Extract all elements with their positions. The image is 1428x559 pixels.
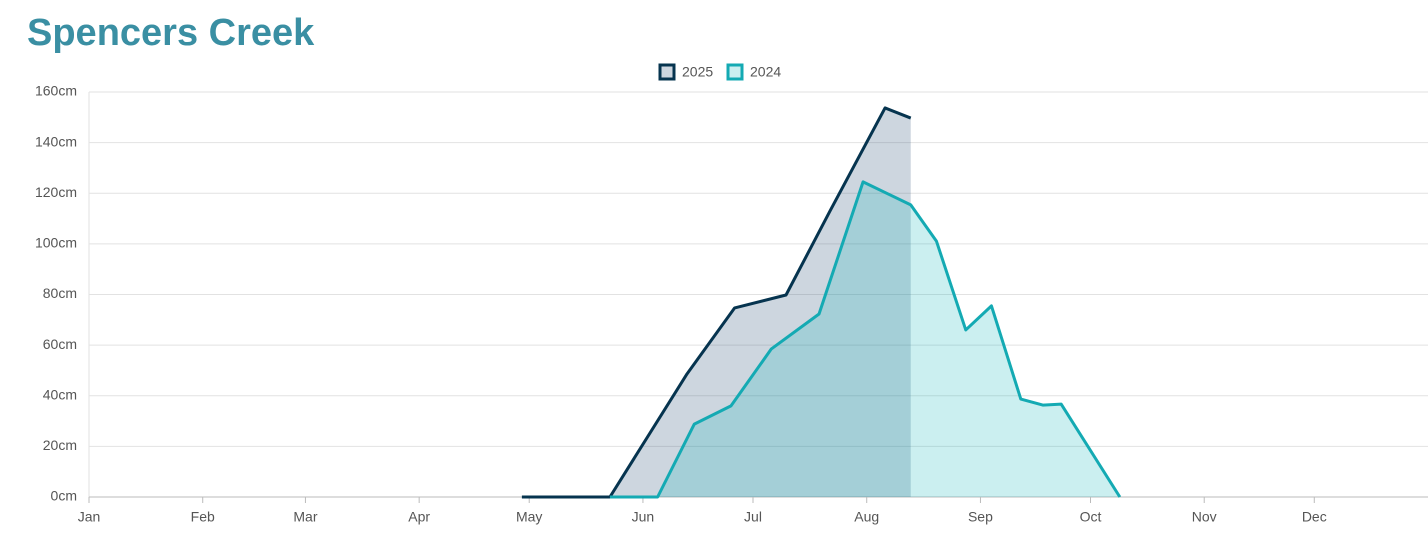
x-tick-label: Jul bbox=[744, 509, 762, 525]
x-tick-label: Aug bbox=[854, 509, 879, 525]
x-tick-label: Mar bbox=[293, 509, 317, 525]
legend-label: 2024 bbox=[750, 64, 781, 80]
x-tick-label: May bbox=[516, 509, 542, 525]
y-tick-label: 20cm bbox=[43, 437, 77, 453]
y-tick-label: 0cm bbox=[51, 488, 77, 504]
y-tick-label: 60cm bbox=[43, 336, 77, 352]
line bbox=[521, 106, 912, 499]
y-tick-label: 100cm bbox=[35, 235, 77, 251]
line bbox=[609, 180, 1122, 499]
x-tick-label: Jan bbox=[78, 509, 101, 525]
legend-swatch bbox=[726, 63, 744, 81]
legend-label: 2025 bbox=[682, 64, 713, 80]
x-tick-label: Feb bbox=[191, 509, 215, 525]
y-tick-label: 120cm bbox=[35, 184, 77, 200]
x-tick-label: Dec bbox=[1302, 509, 1327, 525]
x-tick-label: Apr bbox=[408, 509, 430, 525]
legend-swatch bbox=[658, 63, 676, 81]
y-tick-label: 140cm bbox=[35, 133, 77, 149]
y-tick-label: 160cm bbox=[35, 83, 77, 99]
y-tick-label: 80cm bbox=[43, 285, 77, 301]
area bbox=[521, 107, 911, 498]
y-tick-label: 40cm bbox=[43, 386, 77, 402]
area bbox=[609, 181, 1120, 497]
chart-title: Spencers Creek bbox=[27, 12, 315, 54]
x-tick-label: Oct bbox=[1080, 509, 1102, 525]
x-tick-label: Sep bbox=[968, 509, 993, 525]
x-tick-label: Nov bbox=[1192, 509, 1217, 525]
x-tick-label: Jun bbox=[632, 509, 655, 525]
